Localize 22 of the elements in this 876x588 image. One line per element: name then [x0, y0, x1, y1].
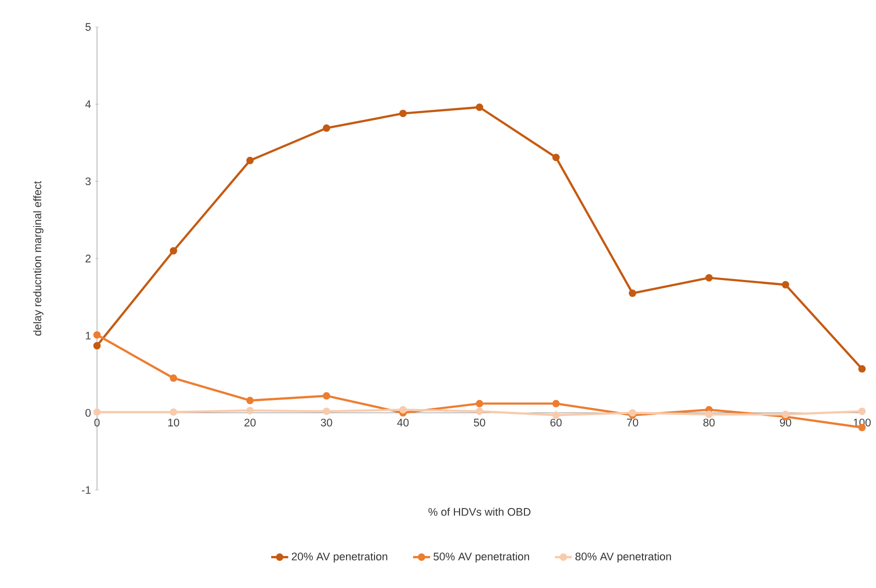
x-tick-label: 20	[244, 418, 256, 426]
legend-label: 50% AV penetration	[434, 552, 530, 563]
x-tick-label: 40	[397, 418, 409, 426]
x-tick-label: 50	[474, 418, 486, 426]
y-tick-label: 1	[86, 332, 91, 340]
y-tick-label: 0	[85, 408, 91, 417]
x-tick-label: 0	[94, 418, 100, 426]
legend-label: 80% AV penetration	[575, 552, 671, 563]
y-tick-label: 4	[85, 100, 91, 108]
y-tick-label: 2	[86, 254, 91, 262]
x-tick-label: 30	[320, 418, 332, 426]
x-tick-label: 70	[626, 418, 638, 426]
x-tick-label: 90	[780, 418, 792, 426]
y-tick-label: -1	[82, 486, 91, 494]
x-tick-label: 80	[703, 418, 715, 426]
x-tick-label: 10	[168, 418, 180, 426]
y-axis-title: delay reducntion marginal effect	[33, 181, 44, 336]
x-tick-label: 60	[550, 418, 562, 426]
x-axis-title: % of HDVs with OBD	[428, 508, 530, 516]
y-tick-label: 3	[85, 177, 91, 186]
legend-label: 20% AV penetration	[292, 552, 388, 563]
y-tick-label: 5	[85, 23, 91, 31]
